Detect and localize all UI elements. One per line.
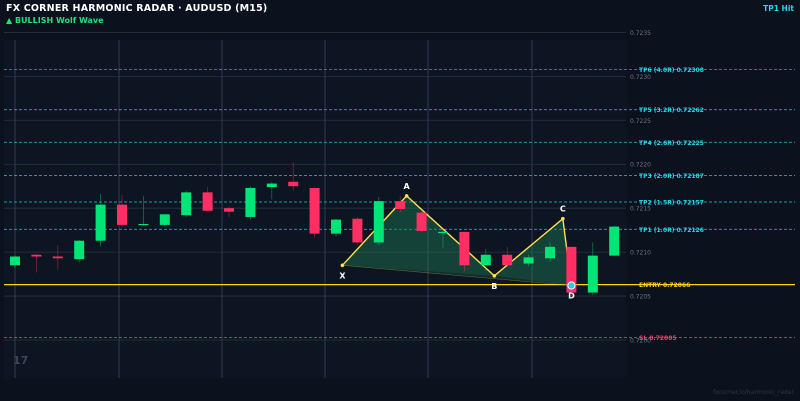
point-label-x: X [339, 271, 346, 280]
candle-body [587, 255, 598, 293]
candle-body [74, 240, 85, 260]
candle-body [117, 204, 127, 225]
level-label-sl: SL 0.72005 [639, 335, 677, 342]
chart-title: FX CORNER HARMONIC RADAR · AUDUSD (M15) [6, 3, 268, 14]
point-marker-b [492, 274, 497, 278]
pattern-fill-xbd [342, 265, 572, 286]
pattern-fill-bcd [494, 218, 572, 286]
point-marker-x [340, 263, 345, 268]
candle-body [159, 214, 170, 225]
candle-body [373, 201, 384, 243]
level-label-tp2: TP2 (1.5R) 0.72157 [639, 200, 704, 207]
price-axis: 0.7235 0.7230 0.7225 0.7220 0.7215 0.7210 0.72… [630, 30, 651, 345]
y-tick-label: 0.7205 [630, 294, 651, 301]
candle-body [224, 208, 234, 212]
candle-body [331, 219, 341, 234]
candle-body [202, 192, 213, 211]
candle-body [523, 257, 534, 264]
candle-body [31, 254, 42, 257]
level-label-entry: ENTRY 0.72066 [639, 282, 690, 289]
level-label-tp3: TP3 (2.0R) 0.72187 [639, 173, 704, 180]
candle-body [309, 187, 320, 234]
y-tick-label: 0.7220 [630, 162, 651, 169]
y-tick-label: 0.7230 [630, 74, 651, 81]
y-tick-label: 0.7200 [630, 338, 651, 345]
pattern-baseline [342, 264, 572, 286]
candle-body [480, 254, 491, 266]
candle-body [566, 246, 577, 293]
candle-body [52, 256, 63, 259]
harmonic-pattern [341, 194, 573, 286]
point-marker-c [561, 216, 565, 221]
watermark: fxcorner.io/harmonic_radar [713, 389, 794, 396]
status-badge: TP1 Hit [763, 4, 794, 13]
logo-mark: 17 [13, 354, 28, 367]
candle-body [10, 256, 20, 266]
candle-body [245, 187, 256, 217]
candle-body [502, 254, 513, 266]
y-tick-label: 0.7210 [630, 250, 651, 257]
pattern-markers: X A B C D [339, 182, 576, 301]
candle-body [352, 218, 363, 243]
candles [10, 162, 620, 297]
level-label-tp4: TP4 (2.6R) 0.72225 [639, 140, 704, 147]
candle-body [438, 231, 448, 234]
y-tick-label: 0.7215 [630, 206, 651, 213]
candle-body [138, 223, 149, 226]
level-label-tp5: TP5 (3.2R) 0.72262 [639, 107, 704, 114]
candle-body [416, 212, 427, 232]
y-tick-label: 0.7235 [630, 30, 651, 37]
candle-body [545, 246, 555, 259]
level-label-tp1: TP1 (1.0R) 0.72126 [639, 227, 704, 234]
candle-body [288, 181, 299, 187]
point-marker-a [404, 194, 409, 198]
candle-body [266, 183, 277, 188]
point-label-d: D [568, 292, 575, 301]
level-label-tp6: TP6 (4.0R) 0.72308 [639, 67, 704, 74]
point-label-b: B [491, 282, 497, 291]
candle-body [181, 192, 192, 216]
point-label-c: C [560, 205, 566, 214]
pattern-fill-xab [342, 195, 495, 276]
signal-label: ▲ BULLISH Wolf Wave [6, 16, 104, 25]
candle-body [95, 204, 106, 241]
point-label-a: A [404, 182, 411, 191]
y-tick-label: 0.7225 [630, 118, 651, 125]
point-marker-d [567, 281, 576, 290]
candle-body [609, 226, 620, 256]
candle-body [395, 201, 406, 210]
candle-body [459, 231, 470, 266]
